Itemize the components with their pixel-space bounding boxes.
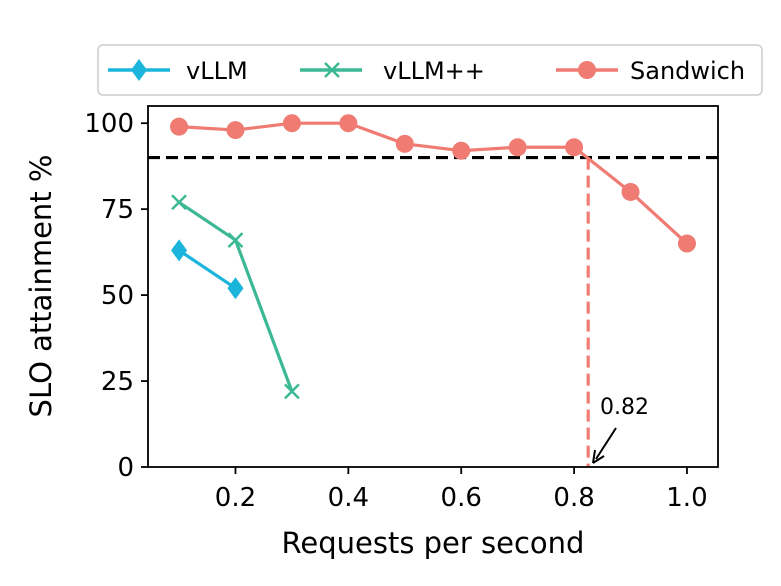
x-tick-label: 0.4: [328, 483, 369, 513]
y-tick-label: 75: [101, 195, 134, 225]
data-point-sandwich: [339, 114, 358, 133]
y-tick-label: 25: [101, 367, 134, 397]
x-tick-label: 1.0: [666, 483, 707, 513]
x-axis-label: Requests per second: [282, 526, 585, 560]
data-point-vllmpp: [227, 232, 244, 248]
data-point-sandwich: [508, 138, 527, 157]
axes-frame: [147, 105, 719, 468]
crossover-label: 0.82: [600, 395, 649, 420]
data-point-sandwich: [395, 134, 414, 153]
legend-label-vllm: vLLM: [186, 57, 248, 85]
data-point-sandwich: [282, 114, 301, 133]
x-tick-label: 0.8: [553, 483, 594, 513]
data-point-vllm: [171, 239, 188, 262]
crossover-arrow-shaft: [595, 427, 617, 460]
y-tick-label: 100: [84, 109, 134, 139]
x-tick-label: 0.2: [215, 483, 256, 513]
legend-entry-vllm: vLLM: [108, 57, 248, 85]
data-point-sandwich: [621, 182, 640, 201]
y-tick-label: 0: [117, 453, 134, 483]
data-point-sandwich: [677, 234, 696, 253]
y-tick-label: 50: [101, 281, 134, 311]
crossover-arrow-head: [592, 449, 605, 464]
legend-label-vllmpp: vLLM++: [383, 57, 485, 85]
data-point-sandwich: [170, 117, 189, 136]
data-point-vllm: [227, 277, 244, 300]
data-point-sandwich: [452, 141, 471, 160]
y-axis-label: SLO attainment %: [24, 155, 58, 418]
data-point-vllmpp: [171, 194, 187, 211]
data-point-vllmpp: [284, 383, 300, 400]
data-point-sandwich: [226, 121, 245, 140]
legend-marker-sandwich: [578, 61, 596, 79]
legend-entry-vllmpp: vLLM++: [300, 57, 485, 85]
series-line-vllm: [177, 248, 238, 290]
legend-frame: [97, 44, 763, 96]
series-line-sandwich: [177, 121, 689, 246]
legend-marker-vllmpp: [324, 62, 340, 78]
crossover-annotation: 0.82: [592, 395, 649, 464]
legend-label-sandwich: Sandwich: [630, 57, 745, 85]
y-axis: 0 25 50 75 100: [84, 109, 148, 483]
legend-marker-vllm: [131, 59, 147, 81]
data-point-sandwich: [565, 138, 584, 157]
plot-area: [148, 114, 718, 467]
x-axis: 0.2 0.4 0.6 0.8 1.0: [215, 467, 708, 513]
legend: vLLM vLLM++ Sandwich: [97, 44, 763, 96]
legend-entry-sandwich: Sandwich: [556, 57, 745, 85]
x-tick-label: 0.6: [441, 483, 482, 513]
